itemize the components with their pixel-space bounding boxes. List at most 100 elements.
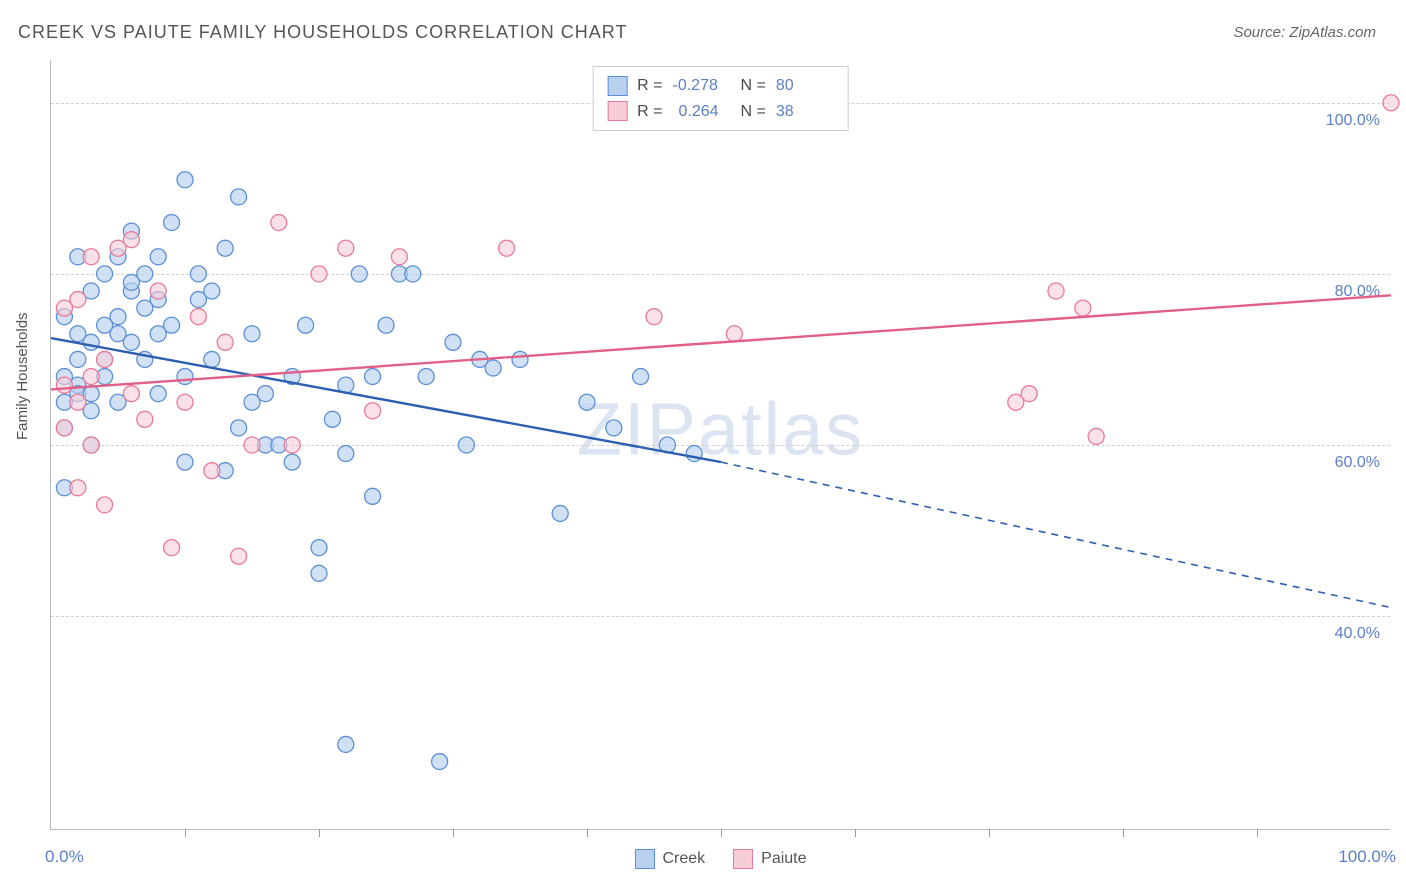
data-point-creek — [217, 240, 233, 256]
data-point-paiute — [97, 497, 113, 513]
data-point-paiute — [1075, 300, 1091, 316]
data-point-creek — [97, 266, 113, 282]
data-point-paiute — [70, 394, 86, 410]
data-point-creek — [365, 369, 381, 385]
data-point-paiute — [1088, 428, 1104, 444]
data-point-paiute — [365, 403, 381, 419]
legend-paiute-stats: R = 0.264 N = 38 — [607, 99, 834, 125]
data-point-paiute — [177, 394, 193, 410]
data-point-creek — [485, 360, 501, 376]
creek-r-value: -0.278 — [673, 73, 731, 99]
source-label: Source: ZipAtlas.com — [1233, 24, 1376, 41]
data-point-creek — [110, 326, 126, 342]
data-point-creek — [190, 292, 206, 308]
data-point-paiute — [338, 240, 354, 256]
data-point-creek — [204, 351, 220, 367]
scatter-svg — [51, 60, 1390, 829]
x-axis-max-label: 100.0% — [1338, 847, 1396, 867]
data-point-creek — [405, 266, 421, 282]
data-point-creek — [284, 454, 300, 470]
data-point-paiute — [150, 283, 166, 299]
legend-creek-stats: R = -0.278 N = 80 — [607, 73, 834, 99]
chart-plot-area: ZIPatlas 40.0%60.0%80.0%100.0% R = -0.27… — [50, 60, 1390, 830]
correlation-legend: R = -0.278 N = 80 R = 0.264 N = 38 — [592, 66, 849, 131]
data-point-creek — [70, 351, 86, 367]
data-point-paiute — [1048, 283, 1064, 299]
data-point-creek — [378, 317, 394, 333]
data-point-creek — [324, 411, 340, 427]
series-legend: Creek Paiute — [634, 849, 806, 869]
data-point-creek — [552, 505, 568, 521]
data-point-paiute — [284, 437, 300, 453]
data-point-creek — [338, 446, 354, 462]
creek-trend-line-extrapolated — [721, 462, 1391, 607]
data-point-creek — [633, 369, 649, 385]
data-point-paiute — [123, 232, 139, 248]
data-point-paiute — [70, 480, 86, 496]
data-point-paiute — [204, 463, 220, 479]
data-point-paiute — [56, 377, 72, 393]
data-point-creek — [445, 334, 461, 350]
data-point-creek — [579, 394, 595, 410]
swatch-creek — [607, 76, 627, 96]
data-point-creek — [311, 540, 327, 556]
data-point-creek — [231, 189, 247, 205]
data-point-paiute — [391, 249, 407, 265]
data-point-creek — [458, 437, 474, 453]
data-point-paiute — [311, 266, 327, 282]
data-point-paiute — [1383, 95, 1399, 111]
data-point-creek — [365, 488, 381, 504]
data-point-paiute — [646, 309, 662, 325]
data-point-paiute — [83, 249, 99, 265]
creek-n-value: 80 — [776, 73, 834, 99]
data-point-creek — [177, 369, 193, 385]
data-point-creek — [311, 565, 327, 581]
data-point-creek — [177, 454, 193, 470]
data-point-paiute — [56, 420, 72, 436]
data-point-creek — [338, 736, 354, 752]
data-point-paiute — [56, 300, 72, 316]
legend-paiute-label: Paiute — [761, 850, 806, 868]
creek-trend-line — [51, 338, 721, 462]
data-point-paiute — [271, 215, 287, 231]
swatch-creek-icon — [634, 849, 654, 869]
data-point-creek — [606, 420, 622, 436]
data-point-paiute — [97, 351, 113, 367]
data-point-paiute — [499, 240, 515, 256]
data-point-creek — [150, 249, 166, 265]
data-point-creek — [150, 326, 166, 342]
data-point-creek — [351, 266, 367, 282]
legend-item-paiute: Paiute — [733, 849, 806, 869]
data-point-paiute — [137, 411, 153, 427]
data-point-paiute — [83, 369, 99, 385]
data-point-paiute — [123, 386, 139, 402]
data-point-paiute — [83, 437, 99, 453]
data-point-creek — [190, 266, 206, 282]
legend-item-creek: Creek — [634, 849, 705, 869]
data-point-paiute — [231, 548, 247, 564]
swatch-paiute — [607, 101, 627, 121]
data-point-creek — [418, 369, 434, 385]
paiute-r-value: 0.264 — [673, 99, 731, 125]
data-point-paiute — [726, 326, 742, 342]
data-point-creek — [123, 274, 139, 290]
data-point-paiute — [190, 309, 206, 325]
data-point-creek — [298, 317, 314, 333]
data-point-creek — [512, 351, 528, 367]
data-point-creek — [432, 754, 448, 770]
data-point-creek — [231, 420, 247, 436]
x-axis-min-label: 0.0% — [45, 847, 84, 867]
data-point-creek — [150, 386, 166, 402]
swatch-paiute-icon — [733, 849, 753, 869]
data-point-creek — [83, 334, 99, 350]
data-point-paiute — [164, 540, 180, 556]
data-point-creek — [244, 326, 260, 342]
data-point-paiute — [244, 437, 260, 453]
data-point-paiute — [1021, 386, 1037, 402]
y-axis-title: Family Households — [14, 312, 31, 440]
legend-creek-label: Creek — [662, 850, 705, 868]
data-point-creek — [257, 386, 273, 402]
paiute-n-value: 38 — [776, 99, 834, 125]
data-point-paiute — [217, 334, 233, 350]
data-point-creek — [177, 172, 193, 188]
